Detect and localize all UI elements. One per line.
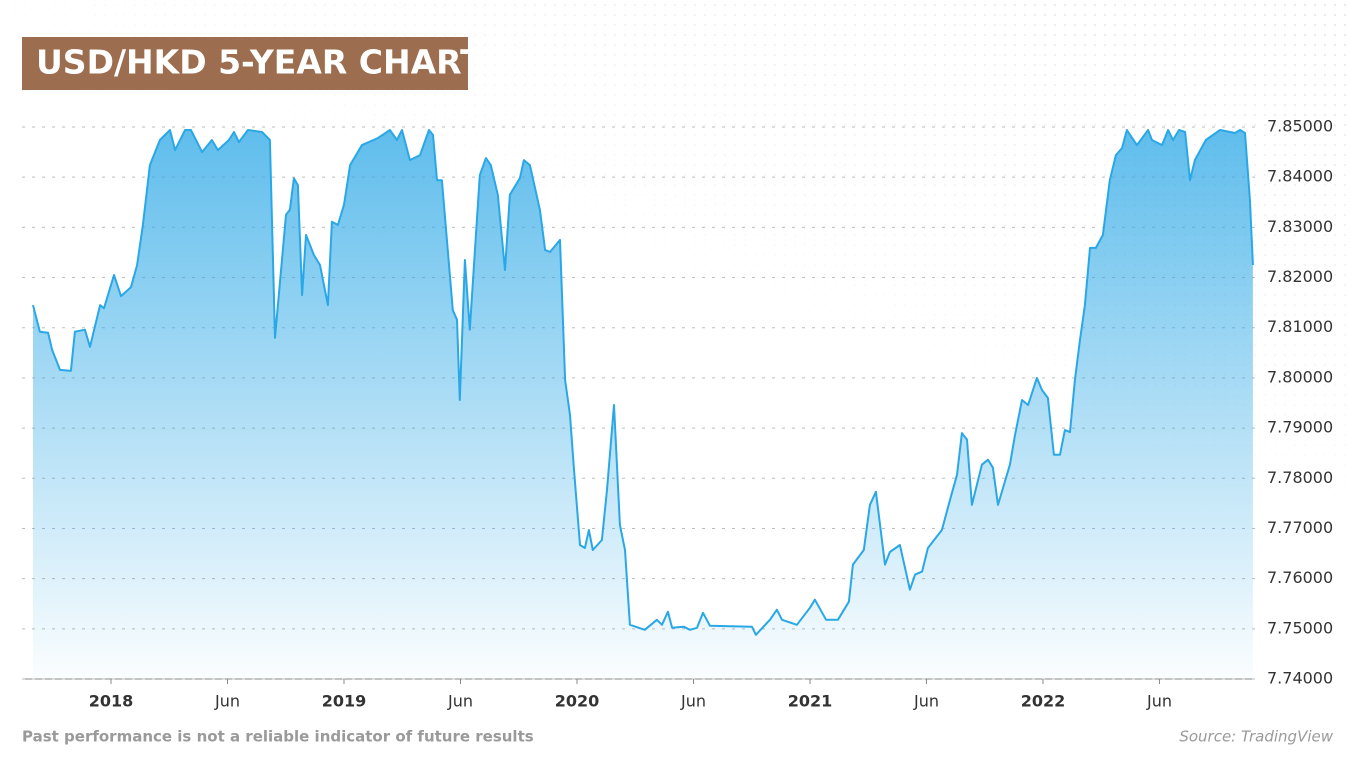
source: Source: TradingView <box>1179 728 1333 746</box>
y-tick-label: 7.75000 <box>1267 618 1333 637</box>
x-tick-label: Jun <box>913 692 939 711</box>
y-tick-label: 7.81000 <box>1267 317 1333 336</box>
y-tick-label: 7.82000 <box>1267 267 1333 286</box>
title-box <box>22 37 468 90</box>
footnote: Past performance is not a reliable indic… <box>22 728 534 746</box>
y-tick-label: 7.79000 <box>1267 418 1333 437</box>
x-tick-label: 2020 <box>555 692 600 711</box>
x-tick-label: 2019 <box>322 692 367 711</box>
x-tick-label: Jun <box>447 692 473 711</box>
y-tick-label: 7.78000 <box>1267 468 1333 487</box>
x-tick-label: Jun <box>680 692 706 711</box>
x-tick-label: Jun <box>1146 692 1172 711</box>
x-tick-label: 2021 <box>788 692 833 711</box>
x-tick-label: 2022 <box>1021 692 1066 711</box>
y-tick-label: 7.84000 <box>1267 167 1333 186</box>
chart-title: USD/HKD 5-YEAR CHART <box>36 43 483 82</box>
y-tick-label: 7.74000 <box>1267 669 1333 688</box>
x-tick-label: 2018 <box>89 692 134 711</box>
y-tick-label: 7.85000 <box>1267 117 1333 136</box>
line <box>32 129 1254 636</box>
y-tick-label: 7.80000 <box>1267 367 1333 386</box>
y-tick-label: 7.83000 <box>1267 217 1333 236</box>
area <box>33 130 1253 679</box>
y-tick-label: 7.76000 <box>1267 568 1333 587</box>
x-tick-label: Jun <box>214 692 240 711</box>
y-tick-label: 7.77000 <box>1267 518 1333 537</box>
